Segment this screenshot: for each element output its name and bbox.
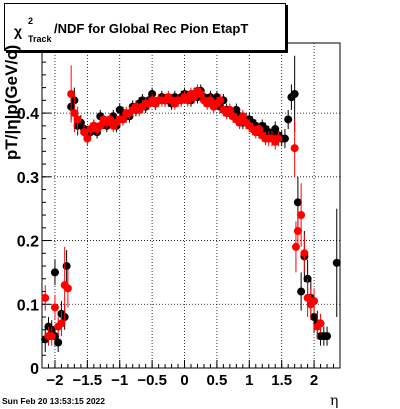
data-point <box>106 115 115 124</box>
chart-title-box: χ 2 Track /NDF for Global Rec Pion EtapT <box>4 3 286 51</box>
x-tick-label: 1.5 <box>271 372 292 389</box>
data-point <box>67 89 76 98</box>
y-tick-label: 0.4 <box>17 106 39 123</box>
data-point <box>235 118 244 127</box>
title-chi: χ <box>14 23 23 39</box>
x-tick-label: 2 <box>310 372 318 389</box>
y-tick-label: 0.2 <box>17 234 39 251</box>
data-point <box>291 242 300 251</box>
data-point <box>47 332 56 341</box>
data-point <box>297 211 306 220</box>
data-point <box>216 96 225 105</box>
x-tick-label: −1.5 <box>73 372 103 389</box>
data-point <box>63 284 72 293</box>
y-tick-label: 0.3 <box>17 170 39 187</box>
data-point <box>196 89 205 98</box>
y-tick-label: 0.1 <box>17 297 39 314</box>
data-points <box>41 55 341 353</box>
data-point <box>300 249 309 258</box>
data-point <box>232 105 241 114</box>
data-point <box>96 121 105 130</box>
x-tick-label: −0.5 <box>137 372 167 389</box>
data-point <box>332 258 341 267</box>
x-tick-label: −1 <box>111 372 128 389</box>
data-point <box>271 125 280 134</box>
data-point <box>316 319 325 328</box>
x-tick-label: −2 <box>46 372 63 389</box>
data-point <box>57 319 66 328</box>
x-tick-label: 0 <box>180 372 188 389</box>
axes: −2 −1.5 −1 −0.5 0 0.5 1 1.5 2 0 0.1 0.2 0.3 0.4 <box>17 48 335 389</box>
data-point <box>280 134 289 143</box>
x-tick-label: 1 <box>245 372 253 389</box>
datestamp: Sun Feb 20 13:53:15 2022 <box>2 396 106 406</box>
data-point <box>50 268 59 277</box>
x-tick-label: 0.5 <box>206 372 227 389</box>
data-point <box>206 96 215 105</box>
data-point <box>62 262 71 271</box>
x-axis-label: η <box>330 393 339 409</box>
data-point <box>54 338 63 347</box>
data-point <box>284 115 293 124</box>
data-point <box>310 313 319 322</box>
data-point <box>290 144 299 153</box>
data-point <box>290 89 299 98</box>
data-point <box>80 128 89 137</box>
data-point <box>274 134 283 143</box>
data-point <box>255 125 264 134</box>
data-point <box>183 96 192 105</box>
data-point <box>50 303 59 312</box>
title-superscript: 2 <box>28 16 34 26</box>
title-subscript: Track <box>28 34 52 44</box>
y-tick-label: 0 <box>30 361 39 378</box>
data-point <box>70 109 79 118</box>
data-point <box>41 293 50 302</box>
data-point <box>293 198 302 207</box>
data-point <box>297 287 306 296</box>
data-point <box>83 134 92 143</box>
y-axis-label: pT/|η|p(GeV/c) <box>2 44 21 160</box>
data-point <box>73 115 82 124</box>
data-point <box>323 332 332 341</box>
data-point <box>225 105 234 114</box>
title-text: /NDF for Global Rec Pion EtapT <box>54 21 249 36</box>
data-point <box>303 293 312 302</box>
data-point <box>190 93 199 102</box>
data-point <box>238 112 247 121</box>
data-point <box>293 226 302 235</box>
data-point <box>118 115 127 124</box>
data-point <box>310 297 319 306</box>
